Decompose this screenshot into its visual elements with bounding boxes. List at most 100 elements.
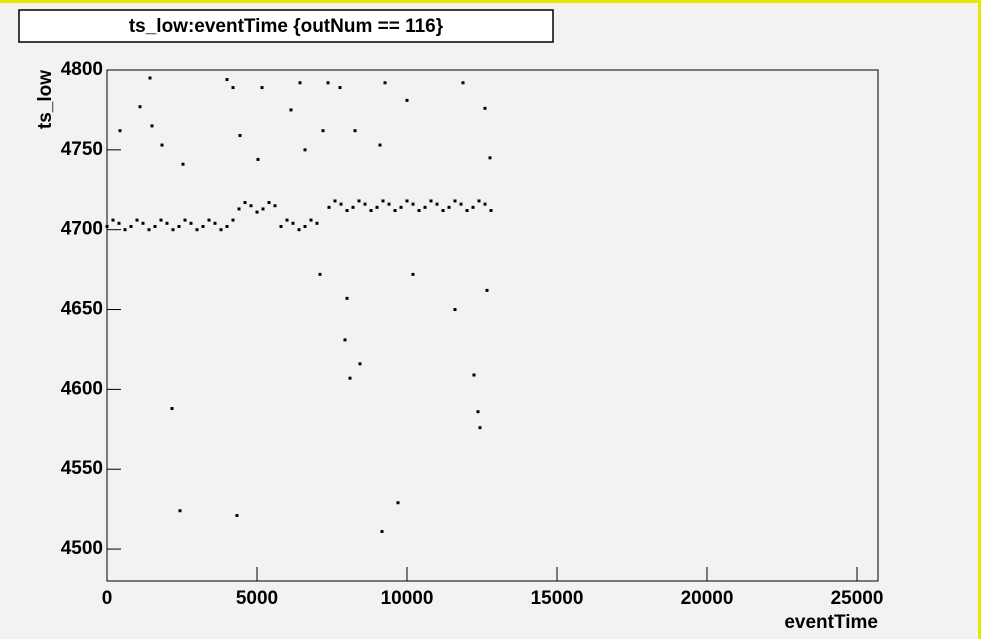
point xyxy=(333,199,337,203)
point xyxy=(318,272,322,276)
point xyxy=(417,209,421,213)
x-axis-label: eventTime xyxy=(784,612,878,633)
point xyxy=(105,224,109,228)
point xyxy=(147,228,151,232)
point xyxy=(160,143,164,147)
y-tick-label: 4500 xyxy=(61,538,103,559)
point xyxy=(231,218,235,222)
point xyxy=(181,162,185,166)
point xyxy=(315,221,319,225)
point xyxy=(225,224,229,228)
point xyxy=(393,209,397,213)
point xyxy=(201,224,205,228)
point xyxy=(165,221,169,225)
x-tick-label: 0 xyxy=(102,588,113,609)
y-tick-label: 4750 xyxy=(61,139,103,160)
point xyxy=(396,501,400,505)
point xyxy=(261,207,265,211)
point xyxy=(351,205,355,209)
point xyxy=(447,205,451,209)
point xyxy=(378,143,382,147)
point xyxy=(291,221,295,225)
point xyxy=(429,199,433,203)
x-tick-label: 15000 xyxy=(531,588,584,609)
point xyxy=(298,81,302,85)
point xyxy=(477,199,481,203)
point xyxy=(243,201,247,205)
point xyxy=(345,209,349,213)
point xyxy=(405,98,409,102)
point xyxy=(399,205,403,209)
point xyxy=(483,202,487,206)
point xyxy=(369,209,373,213)
point xyxy=(453,308,457,312)
point xyxy=(273,204,277,208)
point xyxy=(423,205,427,209)
point xyxy=(381,199,385,203)
point xyxy=(309,218,313,222)
point xyxy=(231,86,235,90)
point xyxy=(256,157,260,161)
point xyxy=(225,78,229,82)
point xyxy=(338,86,342,90)
point xyxy=(219,228,223,232)
point xyxy=(195,228,199,232)
point xyxy=(327,205,331,209)
point xyxy=(249,204,253,208)
point xyxy=(260,86,264,90)
point xyxy=(441,209,445,213)
x-tick-label: 25000 xyxy=(831,588,884,609)
point xyxy=(472,373,476,377)
point xyxy=(357,199,361,203)
point xyxy=(297,228,301,232)
point xyxy=(363,202,367,206)
point xyxy=(459,202,463,206)
point xyxy=(383,81,387,85)
point xyxy=(123,228,127,232)
point xyxy=(138,105,142,109)
title-box xyxy=(18,9,554,43)
point xyxy=(488,156,492,160)
point xyxy=(478,426,482,430)
point xyxy=(141,221,145,225)
point xyxy=(411,202,415,206)
point xyxy=(237,207,241,211)
chart-title: ts_low:eventTime {outNum == 116} xyxy=(129,16,444,37)
point xyxy=(255,210,259,214)
point xyxy=(485,288,489,292)
point xyxy=(471,205,475,209)
point xyxy=(135,218,139,222)
point xyxy=(345,296,349,300)
point xyxy=(348,376,352,380)
y-tick-label: 4800 xyxy=(61,59,103,80)
point xyxy=(118,129,122,133)
point xyxy=(213,221,217,225)
point xyxy=(285,218,289,222)
plot-frame xyxy=(106,69,879,582)
point xyxy=(405,199,409,203)
point xyxy=(353,129,357,133)
point xyxy=(411,272,415,276)
point xyxy=(358,362,362,366)
point xyxy=(148,76,152,80)
point xyxy=(235,514,239,518)
point xyxy=(453,199,457,203)
point xyxy=(476,410,480,414)
point xyxy=(326,81,330,85)
point xyxy=(303,224,307,228)
point xyxy=(380,529,384,533)
point xyxy=(177,224,181,228)
point xyxy=(343,338,347,342)
point xyxy=(483,106,487,110)
point xyxy=(387,202,391,206)
point xyxy=(178,509,182,513)
point xyxy=(279,224,283,228)
point xyxy=(150,124,154,128)
x-tick-label: 10000 xyxy=(381,588,434,609)
point xyxy=(435,202,439,206)
point xyxy=(321,129,325,133)
point xyxy=(489,209,493,213)
